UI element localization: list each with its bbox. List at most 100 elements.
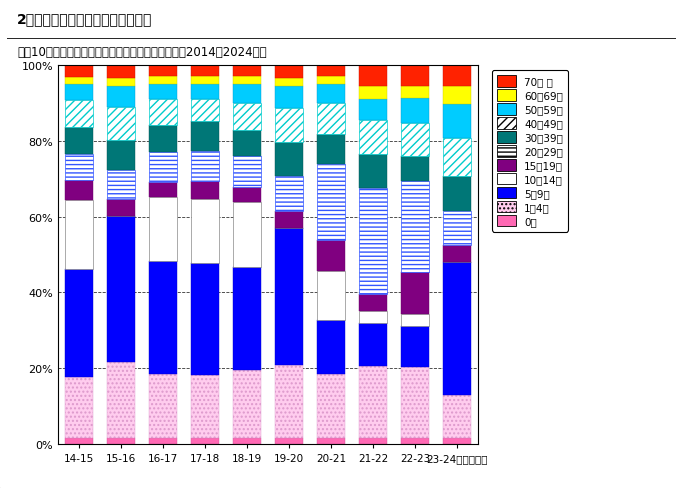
Text: 2　インフルエンザ患者の年齢構成: 2 インフルエンザ患者の年齢構成: [17, 12, 152, 26]
Bar: [150, 152, 177, 183]
Bar: [66, 127, 93, 154]
Bar: [318, 374, 345, 438]
Bar: [107, 66, 135, 79]
Bar: [318, 104, 345, 134]
Bar: [443, 438, 471, 444]
Bar: [443, 104, 471, 139]
Bar: [66, 101, 93, 127]
Bar: [107, 438, 135, 444]
Bar: [402, 314, 429, 326]
Bar: [234, 157, 261, 187]
Bar: [150, 85, 177, 100]
Bar: [318, 321, 345, 374]
Bar: [275, 66, 303, 79]
Bar: [275, 109, 303, 143]
Bar: [107, 108, 135, 141]
Bar: [107, 141, 135, 170]
Bar: [359, 324, 387, 366]
Bar: [359, 66, 387, 87]
Bar: [191, 264, 219, 375]
Bar: [402, 272, 429, 314]
Bar: [443, 87, 471, 104]
Bar: [359, 121, 387, 155]
Bar: [66, 78, 93, 85]
Bar: [359, 294, 387, 311]
Bar: [275, 79, 303, 87]
Bar: [66, 85, 93, 101]
Bar: [150, 374, 177, 438]
Bar: [107, 363, 135, 438]
Bar: [443, 66, 471, 87]
Bar: [402, 66, 429, 86]
Bar: [359, 100, 387, 121]
Bar: [66, 269, 93, 377]
Bar: [359, 155, 387, 188]
Bar: [66, 66, 93, 78]
Bar: [234, 130, 261, 157]
Bar: [402, 99, 429, 124]
Bar: [359, 438, 387, 444]
Bar: [402, 86, 429, 99]
Bar: [191, 84, 219, 100]
Bar: [191, 122, 219, 152]
Bar: [275, 438, 303, 444]
Bar: [234, 85, 261, 104]
Bar: [191, 77, 219, 84]
Bar: [150, 66, 177, 77]
Bar: [191, 375, 219, 439]
Bar: [318, 85, 345, 104]
Bar: [402, 367, 429, 438]
Bar: [107, 200, 135, 216]
Bar: [318, 77, 345, 85]
Bar: [66, 181, 93, 200]
Bar: [107, 170, 135, 200]
Bar: [359, 366, 387, 438]
Bar: [66, 154, 93, 181]
Bar: [443, 211, 471, 245]
Bar: [66, 377, 93, 438]
Bar: [359, 311, 387, 324]
Bar: [234, 267, 261, 370]
Bar: [234, 203, 261, 267]
Bar: [107, 87, 135, 108]
Bar: [275, 177, 303, 211]
Bar: [402, 182, 429, 272]
Bar: [359, 87, 387, 100]
Bar: [318, 438, 345, 444]
Bar: [443, 177, 471, 211]
Bar: [318, 66, 345, 77]
Bar: [150, 126, 177, 152]
Text: 過去10シーズンの年齢階級別患者報告割合の推移（2014～2024年）: 過去10シーズンの年齢階級別患者報告割合の推移（2014～2024年）: [17, 46, 266, 60]
Bar: [275, 211, 303, 228]
Bar: [234, 66, 261, 77]
Bar: [191, 100, 219, 122]
Bar: [191, 66, 219, 77]
Bar: [150, 100, 177, 126]
Bar: [402, 438, 429, 444]
Bar: [191, 200, 219, 264]
Bar: [150, 183, 177, 198]
Bar: [66, 200, 93, 269]
Bar: [234, 77, 261, 85]
Bar: [150, 198, 177, 262]
Bar: [359, 188, 387, 294]
Bar: [150, 262, 177, 374]
Bar: [234, 187, 261, 203]
Bar: [443, 395, 471, 438]
Bar: [107, 216, 135, 363]
Bar: [443, 263, 471, 395]
Bar: [318, 134, 345, 165]
Legend: 70～ 歳, 60～69歳, 50～59歳, 40～49歳, 30～39歳, 20～29歳, 15～19歳, 10～14歳, 5～9歳, 1～4歳, 0歳: 70～ 歳, 60～69歳, 50～59歳, 40～49歳, 30～39歳, 2…: [492, 71, 568, 232]
Bar: [402, 124, 429, 157]
Bar: [318, 165, 345, 241]
Bar: [191, 152, 219, 182]
Bar: [150, 77, 177, 85]
Bar: [275, 87, 303, 109]
Bar: [66, 438, 93, 444]
Bar: [191, 439, 219, 444]
Bar: [402, 157, 429, 182]
Bar: [234, 370, 261, 438]
Bar: [234, 104, 261, 130]
Bar: [275, 228, 303, 365]
Bar: [275, 143, 303, 177]
